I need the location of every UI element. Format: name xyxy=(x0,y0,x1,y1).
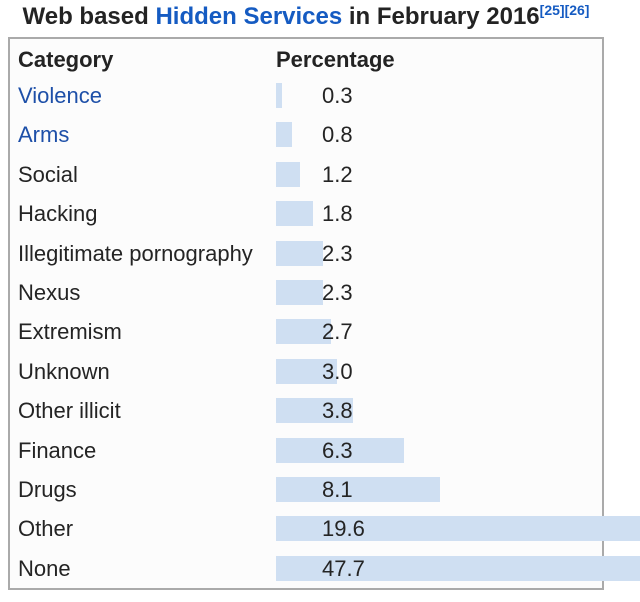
table-row: 2.3 Illegitimate pornography xyxy=(10,234,602,273)
table-row: 1.8 Hacking xyxy=(10,194,602,233)
percentage-bar xyxy=(276,516,640,542)
table-row: 19.6 Other xyxy=(10,509,640,548)
percentage-bar xyxy=(276,83,282,108)
percentage-value: 19.6 xyxy=(322,516,365,542)
table-row: 47.7 None xyxy=(10,549,640,588)
percentage-value: 0.3 xyxy=(322,83,353,108)
percentage-bar xyxy=(276,437,404,463)
category-label: Extremism xyxy=(18,319,122,345)
table-rows: 0.3 Violence 0.8 Arms 1.2 Social 1.8 Hacking 2.3… xyxy=(10,76,640,588)
percentage-value: 47.7 xyxy=(322,555,365,581)
percentage-bar xyxy=(276,279,323,305)
category-label[interactable]: Violence xyxy=(18,83,102,108)
percentage-value: 2.3 xyxy=(322,279,353,305)
percentage-bar xyxy=(276,161,300,187)
percentage-bar xyxy=(276,122,292,148)
reference-superscripts: [25][26] xyxy=(540,2,590,18)
table-row: 0.3 Violence xyxy=(10,76,602,115)
percentage-bar xyxy=(276,555,640,581)
category-label: Illegitimate pornography xyxy=(18,240,253,266)
percentage-value: 6.3 xyxy=(322,437,353,463)
table-row: 0.8 Arms xyxy=(10,115,602,154)
chart-title: Web based Hidden Services in February 20… xyxy=(8,3,604,31)
category-label: Finance xyxy=(18,437,97,463)
category-label: Nexus xyxy=(18,279,81,305)
percentage-bar xyxy=(276,476,440,502)
category-label: Other illicit xyxy=(18,398,121,424)
percentage-bar xyxy=(276,398,353,424)
percentage-value: 3.8 xyxy=(322,398,353,424)
category-label: Other xyxy=(18,516,74,542)
table-row: 3.0 Unknown xyxy=(10,352,602,391)
category-label: None xyxy=(18,555,71,581)
hidden-services-table: Category Percentage 0.3 Violence 0.8 Arms 1.… xyxy=(8,37,640,590)
category-label: Unknown xyxy=(18,358,110,384)
table-header-row: Category Percentage xyxy=(10,39,602,76)
category-label: Hacking xyxy=(18,201,98,227)
category-column-header: Category xyxy=(18,47,114,72)
title-text-prefix: Web based xyxy=(22,3,156,30)
percentage-bar xyxy=(276,240,323,266)
hidden-services-link[interactable]: Hidden Services xyxy=(155,3,343,30)
percentage-value: 0.8 xyxy=(322,122,353,148)
category-label: Social xyxy=(18,161,78,187)
percentage-value: 2.7 xyxy=(322,319,353,345)
percentage-bar xyxy=(276,358,337,384)
category-label[interactable]: Arms xyxy=(18,122,70,148)
table-row: 8.1 Drugs xyxy=(10,470,602,509)
percentage-bar xyxy=(276,201,313,227)
title-text-suffix: in February 2016 xyxy=(342,3,540,30)
percentage-value: 2.3 xyxy=(322,240,353,266)
percentage-value: 8.1 xyxy=(322,476,353,502)
table-row: 1.2 Social xyxy=(10,155,602,194)
table-row: 6.3 Finance xyxy=(10,431,602,470)
ref-25-link[interactable]: [25] xyxy=(539,2,565,18)
table-row: 2.7 Extremism xyxy=(10,312,602,351)
category-label: Drugs xyxy=(18,476,77,502)
percentage-bar xyxy=(276,319,331,345)
percentage-value: 1.2 xyxy=(322,161,353,187)
percentage-value: 3.0 xyxy=(322,358,353,384)
table-row: 2.3 Nexus xyxy=(10,273,602,312)
ref-26-link[interactable]: [26] xyxy=(564,2,590,18)
table-row: 3.8 Other illicit xyxy=(10,391,602,430)
percentage-column-header: Percentage xyxy=(276,47,395,72)
percentage-value: 1.8 xyxy=(322,201,353,227)
